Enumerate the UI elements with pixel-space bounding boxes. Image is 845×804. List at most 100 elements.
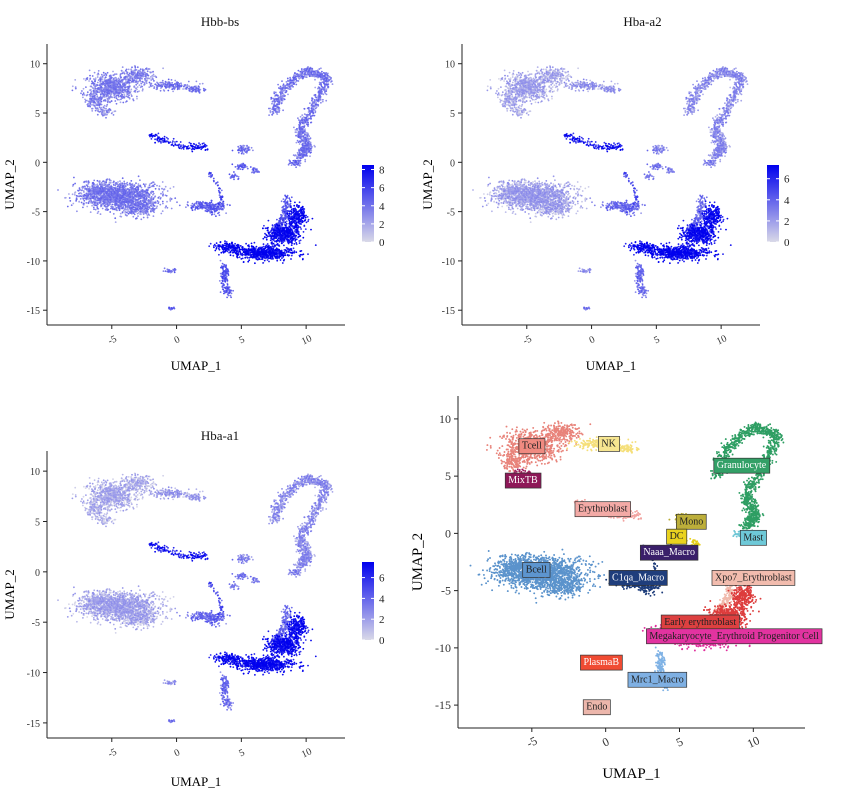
cell-point [136, 72, 139, 74]
cell-point [130, 210, 133, 213]
cell-point [325, 99, 328, 102]
cell-point [271, 102, 273, 105]
cell-point [321, 73, 324, 75]
cell-point [112, 189, 115, 191]
cell-point [147, 74, 150, 77]
cell-point [114, 191, 116, 194]
cell-point [172, 83, 175, 86]
cell-point [283, 93, 285, 96]
cell-point [91, 95, 94, 98]
cell-point [272, 106, 275, 108]
cell-point [115, 85, 117, 88]
cell-point [294, 129, 297, 131]
cell-point [114, 217, 117, 220]
cell-point [80, 189, 83, 192]
cell-point [185, 206, 187, 209]
cell-point [89, 192, 92, 195]
cell-point [132, 202, 135, 205]
cell-point [123, 93, 126, 96]
cell-point [160, 81, 162, 84]
cell-point [144, 73, 147, 76]
cell-point [250, 146, 253, 149]
cell-point [118, 188, 121, 191]
cell-point [226, 282, 229, 285]
cell-point [164, 270, 167, 273]
cell-point [236, 165, 239, 168]
cell-point [105, 107, 107, 110]
cell-point [141, 209, 144, 212]
cell-point [113, 87, 115, 90]
cell-point [174, 85, 177, 87]
cell-point [314, 111, 317, 114]
cell-point [92, 192, 94, 195]
cell-point [288, 86, 291, 88]
cell-point [157, 202, 160, 205]
cell-point [96, 76, 99, 78]
cell-point [87, 202, 90, 205]
cell-point [173, 267, 176, 270]
cell-point [92, 206, 95, 209]
cell-point [99, 200, 101, 202]
cell-point [118, 207, 121, 210]
cell-point [121, 83, 124, 85]
cell-point [107, 89, 110, 92]
cell-point [114, 100, 117, 102]
cell-point [126, 184, 129, 186]
cell-point [108, 204, 110, 206]
cell-point [150, 182, 153, 185]
cell-point [129, 204, 131, 207]
cell-point [88, 100, 91, 103]
cell-point [96, 183, 99, 186]
cell-point [127, 78, 130, 81]
cell-point [138, 90, 141, 92]
cell-point [125, 95, 128, 98]
cell-point [133, 188, 135, 191]
cell-point [112, 84, 115, 86]
cell-point [138, 197, 141, 200]
cell-point [297, 69, 300, 72]
cell-point [142, 199, 145, 202]
cell-point [119, 184, 122, 187]
cell-point [79, 195, 82, 197]
cell-point [82, 87, 85, 90]
cell-point [101, 186, 104, 189]
cell-point [127, 75, 129, 78]
cell-point [127, 90, 130, 93]
cell-point [298, 124, 301, 127]
cell-point [302, 116, 305, 118]
cell-point [139, 205, 142, 208]
cell-point [140, 80, 142, 83]
cell-point [172, 86, 175, 88]
cell-point [131, 78, 134, 81]
cell-point [145, 194, 148, 197]
cell-point [87, 181, 90, 183]
cell-point [93, 193, 96, 195]
cell-point [187, 80, 190, 83]
cell-point [311, 73, 314, 76]
cell-point [96, 113, 99, 116]
cell-point [314, 107, 317, 110]
cell-point [105, 192, 108, 195]
cell-point [98, 91, 101, 94]
cell-point [96, 100, 98, 103]
cell-point [312, 107, 315, 110]
cell-point [98, 182, 101, 184]
cell-point [319, 91, 321, 94]
cell-point [95, 190, 98, 193]
cell-point [146, 211, 149, 213]
cell-point [156, 200, 159, 202]
cell-point [303, 68, 305, 71]
cell-point [149, 200, 152, 203]
cell-point [202, 87, 205, 90]
cell-point [81, 93, 84, 96]
cell-point [321, 100, 324, 103]
cell-point [83, 193, 86, 196]
cell-point [301, 77, 304, 80]
cell-point [94, 208, 97, 211]
cell-point [144, 205, 147, 207]
cell-point [104, 76, 107, 79]
cell-point [157, 197, 160, 199]
cell-point [162, 67, 165, 70]
cell-point [85, 194, 87, 197]
cell-point [95, 196, 98, 198]
